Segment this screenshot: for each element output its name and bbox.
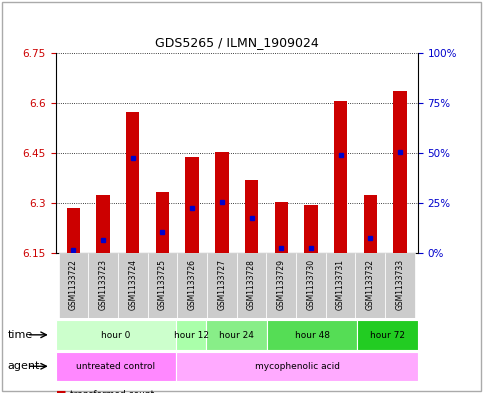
Text: GSM1133725: GSM1133725 [158,259,167,310]
Bar [126,112,140,253]
Text: mycophenolic acid: mycophenolic acid [255,362,340,371]
Bar [56,352,176,381]
Bar [58,253,88,318]
Bar [385,253,415,318]
Text: GSM1133729: GSM1133729 [277,259,286,310]
Bar [185,157,199,253]
Bar [56,320,176,350]
Text: agent: agent [7,362,40,371]
Bar [176,320,207,350]
Bar [215,152,228,253]
Text: hour 72: hour 72 [370,331,405,340]
Bar [266,253,296,318]
Text: GSM1133730: GSM1133730 [306,259,315,310]
Text: hour 0: hour 0 [101,331,130,340]
Bar [237,253,266,318]
Text: GSM1133723: GSM1133723 [99,259,108,310]
Bar [326,253,355,318]
Text: GSM1133722: GSM1133722 [69,259,78,310]
Bar [97,195,110,253]
Text: GSM1133732: GSM1133732 [366,259,375,310]
Bar [304,205,318,253]
Bar [355,253,385,318]
Text: hour 24: hour 24 [219,331,254,340]
Bar [267,320,357,350]
Text: hour 48: hour 48 [295,331,329,340]
Text: GSM1133728: GSM1133728 [247,259,256,310]
Text: GSM1133733: GSM1133733 [396,259,404,310]
Bar [393,92,407,253]
Bar [156,192,169,253]
Bar [334,101,347,253]
Text: GSM1133731: GSM1133731 [336,259,345,310]
Text: GSM1133724: GSM1133724 [128,259,137,310]
Text: hour 12: hour 12 [174,331,209,340]
Text: GDS5265 / ILMN_1909024: GDS5265 / ILMN_1909024 [155,36,319,49]
Bar [118,253,148,318]
Text: GSM1133726: GSM1133726 [187,259,197,310]
Text: GSM1133727: GSM1133727 [217,259,227,310]
Text: transformed count: transformed count [70,391,154,393]
Bar [88,253,118,318]
Bar [207,320,267,350]
Bar [245,180,258,253]
Bar [177,253,207,318]
Text: untreated control: untreated control [76,362,156,371]
Bar [207,253,237,318]
Bar [296,253,326,318]
Bar [176,352,418,381]
Bar [148,253,177,318]
Text: ■: ■ [56,390,66,393]
Bar [67,208,80,253]
Bar [364,195,377,253]
Bar [357,320,418,350]
Bar [274,202,288,253]
Text: time: time [7,330,32,340]
